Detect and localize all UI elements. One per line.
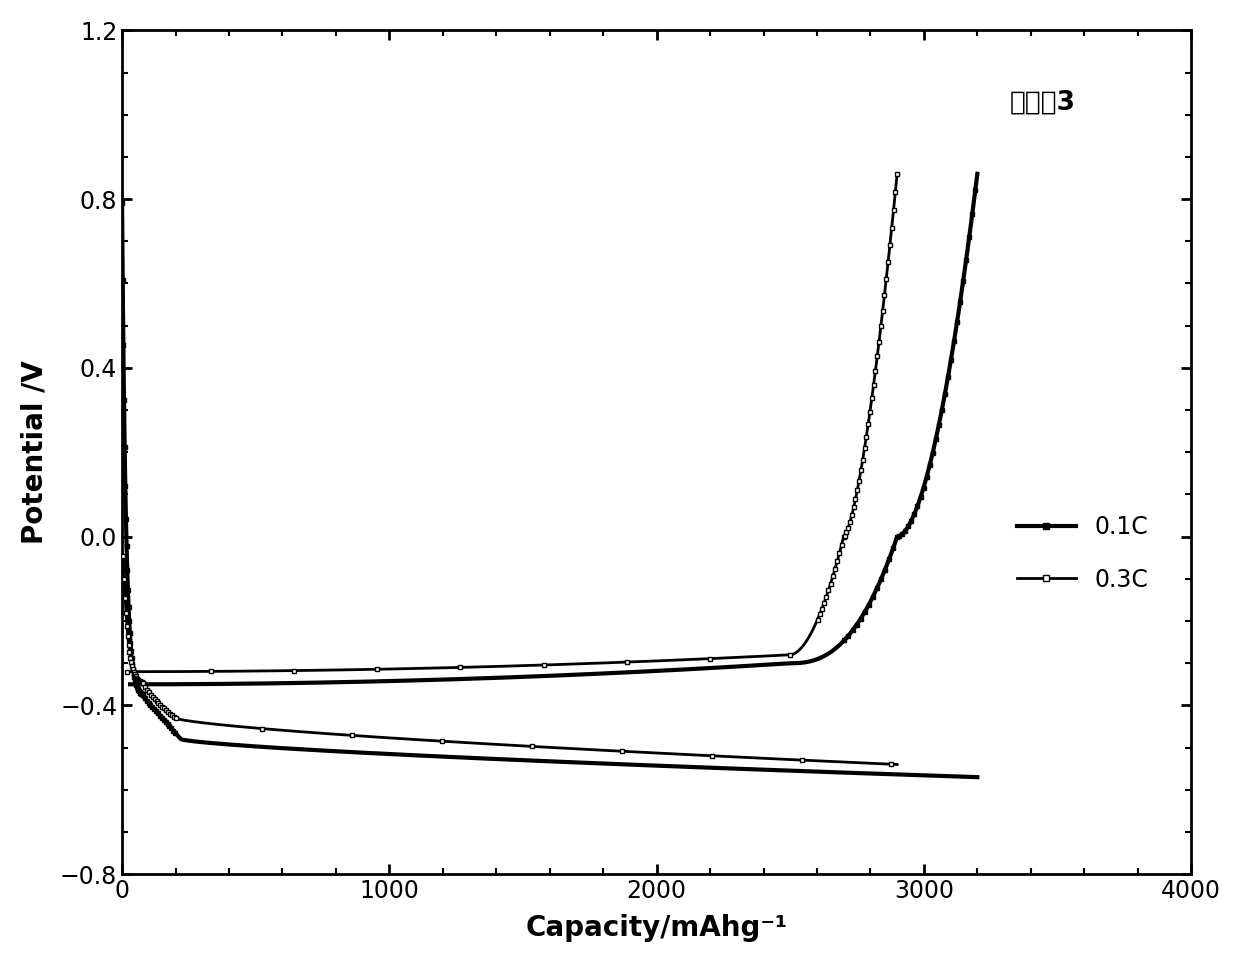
Y-axis label: Potential /V: Potential /V bbox=[21, 360, 48, 544]
X-axis label: Capacity/mAhg⁻¹: Capacity/mAhg⁻¹ bbox=[525, 914, 787, 942]
Legend: 0.1C, 0.3C: 0.1C, 0.3C bbox=[1007, 506, 1158, 601]
Text: 实施例3: 实施例3 bbox=[1010, 90, 1076, 116]
